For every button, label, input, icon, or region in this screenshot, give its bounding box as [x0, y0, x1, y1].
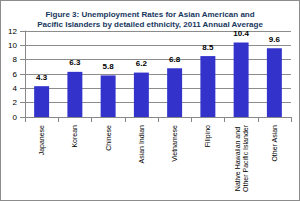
svg-text:6.3: 6.3: [69, 58, 81, 67]
svg-text:Native Hawaiian and: Native Hawaiian and: [234, 125, 241, 191]
svg-text:Asian Indian: Asian Indian: [138, 125, 145, 164]
svg-text:10: 10: [8, 41, 17, 50]
svg-text:12: 12: [8, 27, 17, 36]
svg-text:2: 2: [13, 98, 18, 107]
svg-text:Korean: Korean: [71, 125, 78, 148]
svg-text:9.6: 9.6: [269, 35, 281, 44]
svg-text:Vietnamese: Vietnamese: [171, 125, 178, 162]
svg-text:8.5: 8.5: [202, 43, 214, 52]
svg-text:Pacific Islanders by detailed: Pacific Islanders by detailed ethnicity,…: [37, 20, 263, 29]
svg-text:4: 4: [13, 84, 18, 93]
svg-text:5.8: 5.8: [103, 62, 115, 71]
svg-text:Figure 3: Unemployment Rates f: Figure 3: Unemployment Rates for Asian A…: [45, 10, 254, 19]
svg-text:6.2: 6.2: [136, 59, 148, 68]
svg-text:Other Asian: Other Asian: [271, 125, 278, 162]
svg-text:0: 0: [13, 113, 18, 122]
svg-text:8: 8: [13, 55, 18, 64]
svg-text:6: 6: [13, 70, 18, 79]
svg-text:Other Pacific Islander: Other Pacific Islander: [242, 124, 249, 192]
svg-text:6.8: 6.8: [169, 55, 181, 64]
svg-text:10.4: 10.4: [233, 29, 249, 38]
svg-text:Japanese: Japanese: [38, 125, 46, 155]
svg-text:Chinese: Chinese: [105, 125, 112, 151]
svg-text:Filipino: Filipino: [204, 125, 212, 147]
svg-text:4.3: 4.3: [36, 73, 48, 82]
